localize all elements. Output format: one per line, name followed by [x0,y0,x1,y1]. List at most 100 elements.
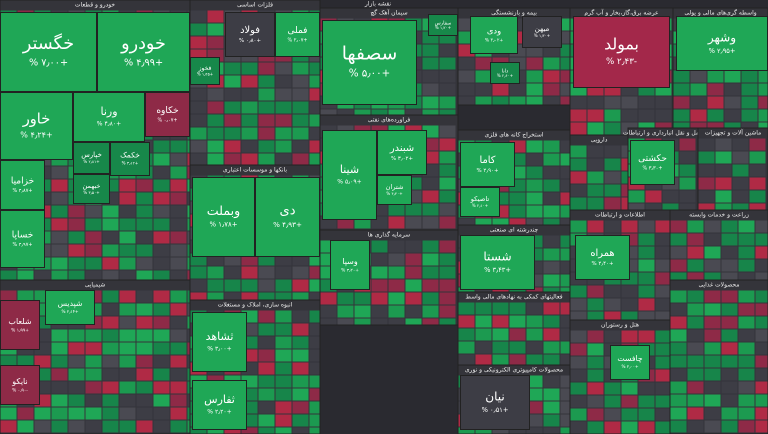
filler-cell [638,246,655,259]
filler-cell [187,244,190,257]
filler-cell [187,342,190,355]
filler-cell [153,270,170,280]
filler-cell [170,179,187,192]
filler-cell [258,362,275,375]
stock-name: بمولد [604,34,639,54]
filler-cell [621,158,628,171]
filler-cell [190,292,207,300]
filler-cell [292,427,309,434]
filler-cell [187,407,190,420]
sector-title: انبوه سازی، املاک و مستغلات [218,301,293,309]
filler-cell [275,62,292,75]
filler-cell [570,369,587,382]
filler-cell [309,310,320,323]
filler-cell [543,57,560,70]
filler-cell [241,114,258,127]
stock-change: +۳٫۰۰ % [207,346,231,353]
filler-cell [422,70,439,83]
filler-cell [187,257,190,270]
filler-cell [439,138,456,151]
filler-cell [309,388,320,401]
filler-cell [439,279,456,292]
filler-cell [153,394,170,407]
filler-cell [687,259,704,272]
filler-cell [560,44,570,57]
filler-cell [309,414,320,427]
filler-cell [292,88,309,101]
filler-cell [292,127,309,140]
filler-cell [190,36,207,49]
filler-cell [543,261,560,274]
filler-cell [526,328,543,341]
filler-cell [190,114,207,127]
filler-cell [458,315,475,328]
stock-name: خپارس [81,150,102,159]
sector: خودرو و قطعات خگستر +۷٫۰۰ % خودرو +۴٫۹۹ % خاو… [0,0,191,281]
filler-cell [85,342,102,355]
filler-cell [628,190,645,203]
filler-cell [492,354,509,365]
filler-cell [309,362,320,375]
stock-change: +۲٫۲۰ % [207,409,231,416]
filler-cell [587,311,604,320]
filler-cell [119,329,136,342]
filler-cell [68,342,85,355]
filler-cell [68,355,85,368]
filler-cell [560,248,570,261]
filler-cell [85,218,102,231]
filler-cell [309,336,320,349]
filler-cell [153,381,170,394]
filler-cell [0,355,17,368]
sector: اطلاعات و ارتباطات همراه +۲٫۴۰ % [569,209,671,321]
stock-change: +۵٫۰۹ % [337,179,361,186]
filler-cell [604,171,621,184]
sector: واسطه گری‌های مالی و پولی وشهر+۲٫۹۵ % [672,7,768,129]
stock-change: +۲٫۹۵ % [709,47,736,55]
filler-cell [543,315,560,328]
filler-cell [422,83,439,96]
filler-cell [258,153,275,165]
filler-cell [687,272,704,280]
filler-cell [698,151,715,164]
filler-cell [621,330,638,343]
filler-cell [241,101,258,114]
filler-cell [422,279,439,292]
filler-cell [715,190,732,203]
filler-cell [405,109,422,115]
stock-tile [0,12,97,92]
filler-cell [704,220,721,233]
filler-cell [68,218,85,231]
filler-cell [560,166,570,179]
filler-cell [670,233,687,246]
filler-cell [543,388,560,401]
filler-cell [224,88,241,101]
filler-cell [0,420,17,433]
filler-cell [422,109,439,115]
filler-cell [207,427,224,434]
filler-cell [755,316,768,329]
filler-cell [638,408,655,421]
filler-cell [509,427,526,434]
filler-cell [309,62,320,75]
filler-cell [628,203,645,210]
filler-cell [136,205,153,218]
filler-cell [543,302,560,315]
map-title: نقشه بازار [364,1,391,8]
filler-cell [51,355,68,368]
filler-cell [207,10,224,23]
filler-cell [170,329,187,342]
filler-cell [560,427,570,434]
filler-cell [119,394,136,407]
filler-cell [604,109,621,122]
filler-cell [715,164,732,177]
filler-cell [153,290,170,303]
stock-name: ثشاهد [206,330,234,343]
filler-cell [119,303,136,316]
filler-cell [638,285,655,298]
filler-cell [292,362,309,375]
filler-cell [738,272,755,280]
filler-cell [687,246,704,259]
filler-cell [755,394,768,407]
filler-cell [749,138,766,151]
filler-cell [509,192,526,205]
